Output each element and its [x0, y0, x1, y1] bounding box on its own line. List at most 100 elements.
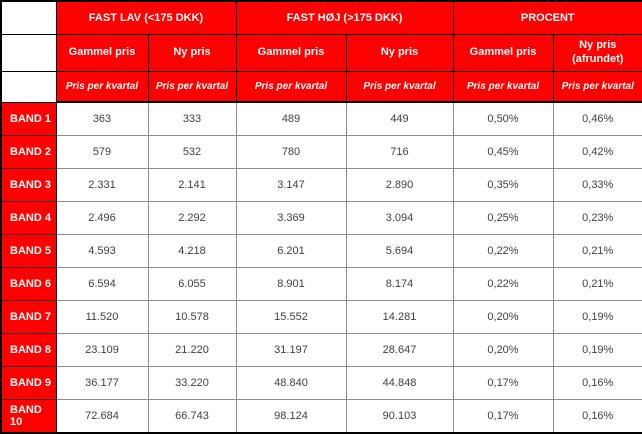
table-cell: 0,45% — [452, 134, 554, 169]
table-cell: 6.594 — [55, 267, 149, 302]
column-group-fast-lav: FAST LAV (<175 DKK) — [55, 0, 237, 35]
table-row: BAND 9 36.177 33.220 48.840 44.848 0,17%… — [0, 366, 642, 401]
table-cell: 333 — [147, 101, 237, 136]
subheader-procent-gammel: Gammel pris — [452, 33, 554, 72]
unit-cell: Pris per kvartal — [235, 70, 347, 104]
table-cell: 0,19% — [552, 300, 642, 335]
table-cell: 0,20% — [452, 300, 554, 335]
table-cell: 0,16% — [552, 399, 642, 434]
table-cell: 4.218 — [147, 233, 237, 269]
table-cell: 28.647 — [345, 333, 454, 368]
band-row-header: BAND 9 — [0, 366, 57, 401]
subheader-hoej-ny: Ny pris — [345, 33, 454, 72]
table-cell: 36.177 — [55, 366, 149, 401]
table-cell: 579 — [55, 134, 149, 169]
table-cell: 0,22% — [452, 267, 554, 302]
table-cell: 3.369 — [235, 200, 347, 235]
table-cell: 15.552 — [235, 300, 347, 335]
table-row: BAND 8 23.109 21.220 31.197 28.647 0,20%… — [0, 333, 642, 368]
table-cell: 0,16% — [552, 366, 642, 401]
unit-cell: Pris per kvartal — [55, 70, 149, 104]
table-cell: 11.520 — [55, 300, 149, 335]
table-cell: 5.694 — [345, 233, 454, 269]
table-cell: 532 — [147, 134, 237, 169]
unit-cell: Pris per kvartal — [552, 70, 642, 104]
table-row: BAND 7 11.520 10.578 15.552 14.281 0,20%… — [0, 300, 642, 335]
table-row: BAND 10 72.684 66.743 98.124 90.103 0,17… — [0, 399, 642, 434]
table-cell: 21.220 — [147, 333, 237, 368]
table-row: BAND 4 2.496 2.292 3.369 3.094 0,25% 0,2… — [0, 200, 642, 235]
table-cell: 780 — [235, 134, 347, 169]
table-cell: 0,42% — [552, 134, 642, 169]
unit-cell: Pris per kvartal — [452, 70, 554, 104]
unit-row: Pris per kvartal Pris per kvartal Pris p… — [0, 70, 642, 104]
sub-header-row: Gammel pris Ny pris Gammel pris Ny pris … — [0, 33, 642, 72]
table-cell: 3.094 — [345, 200, 454, 235]
table-cell: 0,20% — [452, 333, 554, 368]
subheader-lav-ny: Ny pris — [147, 33, 237, 72]
subheader-procent-ny-afrundet: Ny pris (afrundet) — [552, 33, 642, 72]
table-cell: 449 — [345, 101, 454, 136]
table-cell: 0,50% — [452, 101, 554, 136]
band-row-header: BAND 4 — [0, 200, 57, 235]
table-cell: 0,22% — [452, 233, 554, 269]
table-cell: 2.292 — [147, 200, 237, 235]
table-cell: 0,46% — [552, 101, 642, 136]
table-cell: 14.281 — [345, 300, 454, 335]
table-row: BAND 6 6.594 6.055 8.901 8.174 0,22% 0,2… — [0, 267, 642, 302]
table-cell: 2.331 — [55, 167, 149, 202]
table-cell: 2.141 — [147, 167, 237, 202]
table-cell: 716 — [345, 134, 454, 169]
table-cell: 8.901 — [235, 267, 347, 302]
table-cell: 3.147 — [235, 167, 347, 202]
table-cell: 10.578 — [147, 300, 237, 335]
column-group-fast-hoej: FAST HØJ (>175 DKK) — [235, 0, 454, 35]
table-row: BAND 3 2.331 2.141 3.147 2.890 0,35% 0,3… — [0, 167, 642, 202]
band-row-header: BAND 3 — [0, 167, 57, 202]
table-cell: 4.593 — [55, 233, 149, 269]
table-cell: 23.109 — [55, 333, 149, 368]
table-cell: 90.103 — [345, 399, 454, 434]
table-cell: 72.684 — [55, 399, 149, 434]
subheader-hoej-gammel: Gammel pris — [235, 33, 347, 72]
table-cell: 0,17% — [452, 366, 554, 401]
table-cell: 48.840 — [235, 366, 347, 401]
table-cell: 2.496 — [55, 200, 149, 235]
unit-cell: Pris per kvartal — [345, 70, 454, 104]
column-group-procent: PROCENT — [452, 0, 642, 35]
table-cell: 66.743 — [147, 399, 237, 434]
table-cell: 6.201 — [235, 233, 347, 269]
table-cell: 363 — [55, 101, 149, 136]
table-cell: 6.055 — [147, 267, 237, 302]
table-cell: 0,19% — [552, 333, 642, 368]
table-cell: 0,25% — [452, 200, 554, 235]
table-cell: 0,23% — [552, 200, 642, 235]
corner-cell — [0, 0, 57, 35]
table-row: BAND 2 579 532 780 716 0,45% 0,42% — [0, 134, 642, 169]
table-cell: 8.174 — [345, 267, 454, 302]
table-row: BAND 5 4.593 4.218 6.201 5.694 0,22% 0,2… — [0, 233, 642, 269]
table-cell: 0,21% — [552, 233, 642, 269]
table-cell: 2.890 — [345, 167, 454, 202]
table-cell: 0,21% — [552, 267, 642, 302]
table-row: BAND 1 363 333 489 449 0,50% 0,46% — [0, 101, 642, 136]
table-cell: 0,33% — [552, 167, 642, 202]
table-cell: 489 — [235, 101, 347, 136]
band-row-header: BAND 7 — [0, 300, 57, 335]
band-row-header: BAND 1 — [0, 101, 57, 136]
corner-cell — [0, 33, 57, 72]
band-row-header: BAND 5 — [0, 233, 57, 269]
band-row-header: BAND 10 — [0, 399, 57, 434]
table-cell: 31.197 — [235, 333, 347, 368]
corner-cell — [0, 70, 57, 103]
group-header-row: FAST LAV (<175 DKK) FAST HØJ (>175 DKK) … — [0, 0, 642, 35]
table-cell: 0,35% — [452, 167, 554, 202]
band-row-header: BAND 8 — [0, 333, 57, 368]
band-row-header: BAND 6 — [0, 267, 57, 302]
table-cell: 98.124 — [235, 399, 347, 434]
band-row-header: BAND 2 — [0, 134, 57, 169]
unit-cell: Pris per kvartal — [147, 70, 237, 104]
subheader-lav-gammel: Gammel pris — [55, 33, 149, 72]
